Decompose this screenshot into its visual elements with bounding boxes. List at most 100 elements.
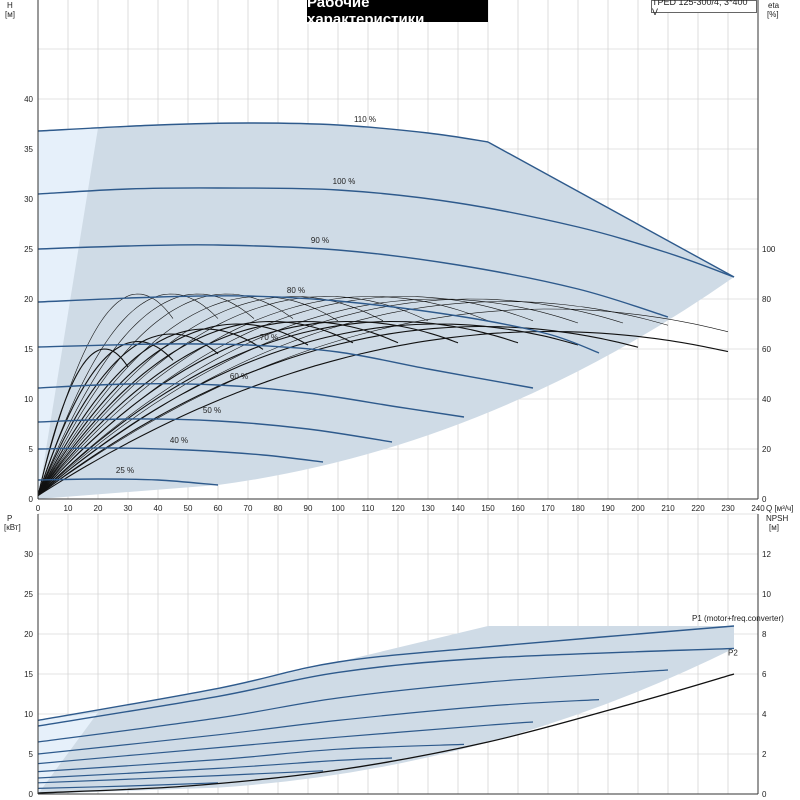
head-curve xyxy=(37,187,735,278)
npsh-tick-label: 4 xyxy=(762,710,767,719)
head-curve-label: 70 % xyxy=(260,333,278,342)
efficiency-curve xyxy=(37,328,264,496)
p-tick-label: 20 xyxy=(24,630,33,639)
q-tick-label: 80 xyxy=(274,504,283,513)
npsh-axis-title: NPSH xyxy=(766,514,788,523)
p1-label: P1 (motor+freq.converter) xyxy=(692,614,784,623)
power-curve xyxy=(37,721,534,765)
q-tick-label: 130 xyxy=(421,504,435,513)
efficiency-curve xyxy=(37,320,399,496)
head-curves: 110 % 100 % 90 % 80 % 70 % 60 % 50 % 40 % 25 % xyxy=(37,115,735,486)
npsh-tick-label: 0 xyxy=(762,790,767,799)
p2-label: P2 xyxy=(728,649,738,658)
q-tick-label: 210 xyxy=(661,504,675,513)
head-curve-label: 100 % xyxy=(333,177,356,186)
h-tick-label: 10 xyxy=(24,395,33,404)
q-tick-label: 230 xyxy=(721,504,735,513)
power-curve xyxy=(37,699,600,755)
head-curve xyxy=(37,447,324,463)
head-operating-area xyxy=(38,123,734,499)
npsh-tick-label: 12 xyxy=(762,550,771,559)
efficiency-curve xyxy=(37,298,579,496)
h-axis-unit: [м] xyxy=(5,10,15,19)
eta-tick-label: 100 xyxy=(762,245,776,254)
head-max-boundary xyxy=(487,141,735,278)
efficiency-curve xyxy=(37,296,429,496)
head-curve-label: 25 % xyxy=(116,466,134,475)
head-curve-label: 110 % xyxy=(354,115,376,124)
h-tick-label: 30 xyxy=(24,195,33,204)
efficiency-curve xyxy=(37,325,639,497)
eta-tick-label: 40 xyxy=(762,395,771,404)
q-tick-label: 30 xyxy=(124,504,133,513)
head-curve-label: 80 % xyxy=(287,286,305,295)
npsh-tick-label: 8 xyxy=(762,630,767,639)
npsh-tick-label: 2 xyxy=(762,750,767,759)
head-curve-label: 90 % xyxy=(311,236,329,245)
q-tick-label: 0 xyxy=(36,504,41,513)
eta-tick-label: 60 xyxy=(762,345,771,354)
p-axis-title: P xyxy=(7,514,12,523)
efficiency-curve xyxy=(37,320,459,496)
q-axis-title: Q [м³/ч] xyxy=(766,504,793,513)
power-curve xyxy=(37,743,465,773)
h-tick-label: 0 xyxy=(29,495,34,504)
h-tick-label: 20 xyxy=(24,295,33,304)
q-tick-label: 180 xyxy=(571,504,585,513)
q-tick-label: 40 xyxy=(154,504,163,513)
q-tick-label: 140 xyxy=(451,504,465,513)
npsh-tick-label: 10 xyxy=(762,590,771,599)
head-curve xyxy=(37,122,489,143)
power-curve xyxy=(37,757,393,779)
power-operating-area xyxy=(38,626,734,794)
efficiency-curve xyxy=(37,330,729,497)
q-tick-label: 160 xyxy=(511,504,525,513)
q-tick-label: 110 xyxy=(362,504,375,513)
efficiency-curve xyxy=(37,293,219,495)
power-curve xyxy=(37,625,735,722)
h-axis-title: H xyxy=(7,1,13,10)
head-curve-label: 60 % xyxy=(230,372,248,381)
efficiency-curve xyxy=(37,296,339,496)
head-curve xyxy=(37,478,219,486)
q-tick-label: 200 xyxy=(631,504,645,513)
npsh-axis-unit: [м] xyxy=(769,523,779,532)
pump-model-label: TPED 125-300/4, 3*400 V xyxy=(651,0,757,17)
power-light-area xyxy=(38,712,98,794)
p-tick-label: 10 xyxy=(24,710,33,719)
h-tick-label: 40 xyxy=(24,95,33,104)
eta-tick-label: 80 xyxy=(762,295,771,304)
q-tick-label: 170 xyxy=(541,504,555,513)
q-tick-label: 100 xyxy=(331,504,345,513)
power-curve xyxy=(37,647,735,727)
eta-axis-title: eta xyxy=(768,1,780,10)
head-curve-label: 40 % xyxy=(170,436,188,445)
power-curves: P1 (motor+freq.converter) P2 xyxy=(37,614,784,794)
efficiency-curve xyxy=(37,323,309,496)
q-tick-label: 20 xyxy=(94,504,103,513)
h-tick-label: 15 xyxy=(24,345,33,354)
chart-title: Рабочие характеристики xyxy=(307,0,488,28)
head-curve xyxy=(37,343,534,389)
q-tick-label: 240 xyxy=(751,504,765,513)
q-tick-label: 220 xyxy=(691,504,705,513)
head-light-area xyxy=(38,128,98,499)
power-curve xyxy=(37,782,219,789)
axes xyxy=(37,0,759,795)
p-tick-label: 30 xyxy=(24,550,33,559)
p-tick-label: 25 xyxy=(24,590,33,599)
eta-axis-unit: [%] xyxy=(767,10,779,19)
efficiency-curve xyxy=(37,333,219,496)
efficiency-curve xyxy=(37,293,255,496)
power-curve xyxy=(37,770,324,784)
q-tick-label: 70 xyxy=(244,504,253,513)
q-tick-label: 190 xyxy=(601,504,615,513)
h-tick-label: 35 xyxy=(24,145,33,154)
q-tick-label: 90 xyxy=(304,504,313,513)
head-curve xyxy=(37,383,465,418)
operating-range-fill xyxy=(38,123,734,794)
q-tick-label: 60 xyxy=(214,504,223,513)
power-curve xyxy=(37,669,669,743)
